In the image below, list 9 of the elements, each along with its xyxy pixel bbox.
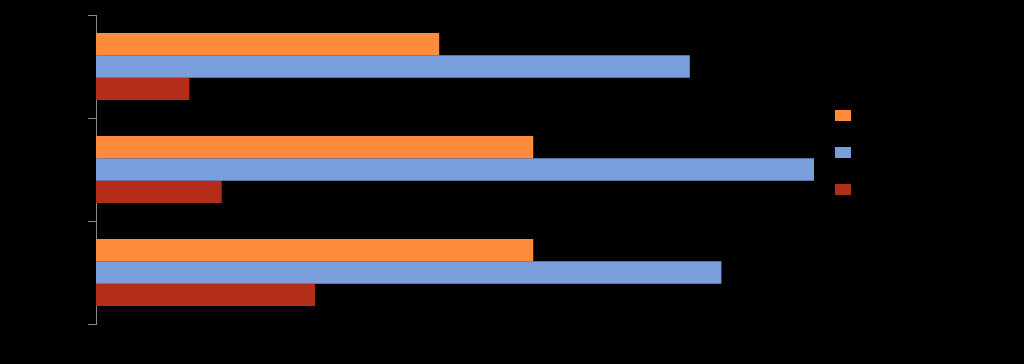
bar	[96, 180, 222, 203]
bar	[96, 77, 190, 100]
bar	[96, 239, 534, 262]
bar	[96, 136, 534, 159]
bar	[96, 55, 690, 78]
bar	[96, 33, 440, 56]
bar	[96, 158, 814, 181]
bar	[96, 283, 315, 306]
bar	[96, 261, 722, 284]
